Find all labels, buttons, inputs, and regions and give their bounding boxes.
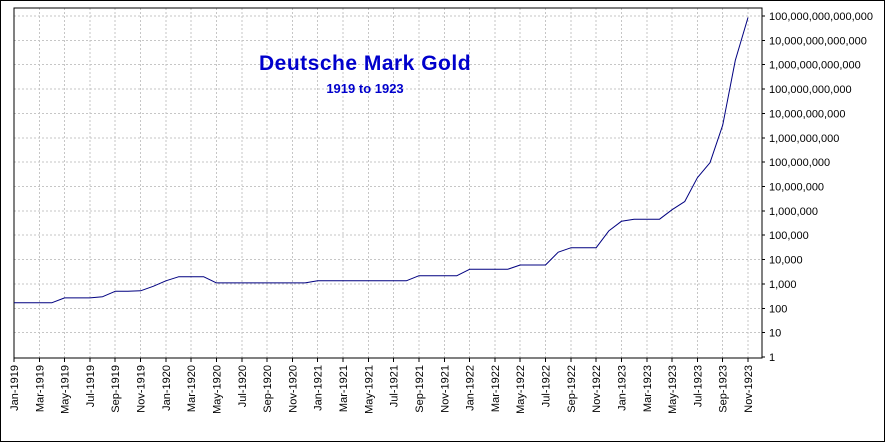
x-tick-label: May-1923 — [667, 365, 679, 414]
y-tick-label: 100,000,000,000,000 — [769, 11, 873, 23]
x-tick-label: Nov-1920 — [287, 365, 299, 413]
y-tick-label: 1,000,000 — [769, 206, 818, 218]
x-tick-label: Jan-1920 — [161, 365, 173, 411]
y-tick-label: 100,000 — [769, 230, 809, 242]
x-tick-label: Jan-1922 — [465, 365, 477, 411]
x-tick-label: Mar-1919 — [34, 365, 46, 412]
x-tick-label: May-1921 — [363, 365, 375, 414]
x-tick-label: Nov-1921 — [439, 365, 451, 413]
x-tick-label: May-1920 — [211, 365, 223, 414]
x-tick-label: Jul-1923 — [692, 365, 704, 407]
x-tick-label: Jul-1920 — [237, 365, 249, 407]
x-tick-label: Jan-1923 — [616, 365, 628, 411]
y-tick-label: 10,000,000,000,000 — [769, 35, 867, 47]
x-tick-label: Jul-1919 — [85, 365, 97, 407]
x-tick-label: Nov-1919 — [136, 365, 148, 413]
y-tick-label: 1,000,000,000,000 — [769, 60, 861, 72]
y-tick-label: 10,000 — [769, 255, 803, 267]
x-tick-label: Mar-1923 — [642, 365, 654, 412]
y-tick-label: 10,000,000 — [769, 182, 824, 194]
y-tick-label: 1,000 — [769, 279, 797, 291]
x-tick-label: Sep-1919 — [110, 365, 122, 413]
y-tick-label: 1 — [769, 352, 775, 364]
y-tick-label: 10 — [769, 328, 781, 340]
x-tick-label: Jul-1922 — [541, 365, 553, 407]
x-tick-label: May-1922 — [515, 365, 527, 414]
y-tick-label: 100 — [769, 303, 787, 315]
plot-border — [13, 7, 763, 359]
x-tick-label: May-1919 — [60, 365, 72, 414]
y-tick-label: 100,000,000 — [769, 157, 830, 169]
x-tick-label: Jan-1921 — [313, 365, 325, 411]
x-tick-label: Mar-1921 — [338, 365, 350, 412]
x-tick-label: Sep-1920 — [262, 365, 274, 413]
x-tick-label: Nov-1923 — [743, 365, 755, 413]
x-tick-label: Jul-1921 — [389, 365, 401, 407]
x-tick-label: Sep-1921 — [414, 365, 426, 413]
x-tick-label: Mar-1920 — [186, 365, 198, 412]
y-tick-label: 100,000,000,000 — [769, 84, 852, 96]
y-tick-label: 10,000,000,000 — [769, 108, 845, 120]
x-tick-label: Nov-1922 — [591, 365, 603, 413]
x-tick-label: Jan-1919 — [9, 365, 21, 411]
x-tick-label: Sep-1923 — [718, 365, 730, 413]
x-tick-label: Sep-1922 — [566, 365, 578, 413]
price-line — [14, 17, 749, 304]
x-tick-label: Mar-1922 — [490, 365, 502, 412]
y-tick-label: 1,000,000,000 — [769, 133, 839, 145]
